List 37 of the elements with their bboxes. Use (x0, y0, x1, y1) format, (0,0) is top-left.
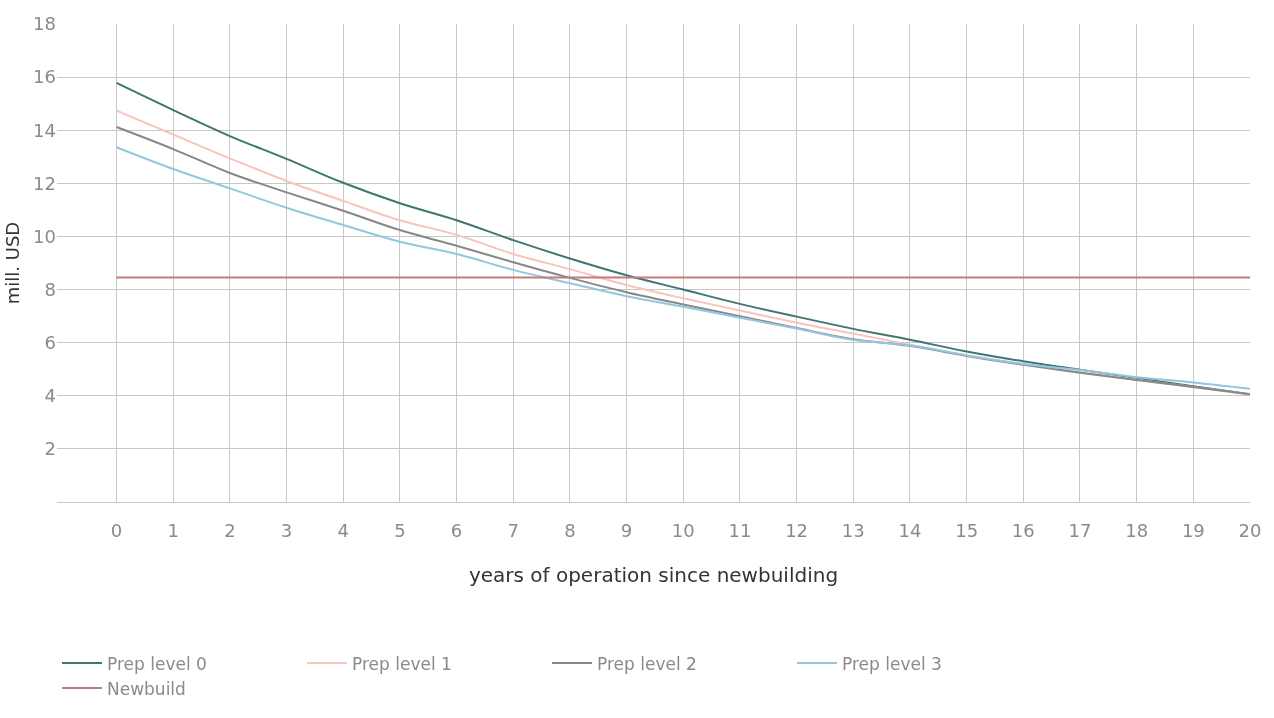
x-tick-label: 7 (507, 519, 519, 541)
x-tick-label: 2 (224, 519, 236, 541)
x-tick-label: 12 (785, 519, 809, 541)
y-tick-label: 6 (44, 331, 56, 353)
x-tick-label: 8 (564, 519, 576, 541)
x-tick-label: 19 (1181, 519, 1205, 541)
x-tick-label: 11 (728, 519, 752, 541)
legend-label: Prep level 1 (352, 653, 452, 674)
y-tick-label: 18 (33, 13, 56, 35)
x-tick-label: 13 (841, 519, 865, 541)
x-tick-label: 14 (898, 519, 922, 541)
x-tick-label: 15 (955, 519, 979, 541)
x-tick-label: 18 (1125, 519, 1149, 541)
y-tick-label: 14 (33, 119, 56, 141)
legend-label: Prep level 2 (597, 653, 697, 674)
y-axis-title: mill. USD (2, 221, 24, 305)
y-tick-label: 12 (33, 172, 56, 194)
x-tick-label: 0 (110, 519, 123, 541)
legend-label: Newbuild (107, 678, 186, 699)
legend-label: Prep level 0 (107, 653, 207, 674)
x-axis-title: years of operation since newbuilding (468, 563, 839, 588)
x-tick-label: 4 (337, 519, 349, 541)
x-tick-label: 16 (1011, 519, 1035, 541)
x-tick-label: 5 (394, 519, 406, 541)
x-tick-label: 10 (671, 519, 695, 541)
y-tick-label: 4 (44, 385, 56, 407)
x-tick-label: 3 (280, 519, 293, 541)
x-tick-label: 6 (450, 519, 463, 541)
y-tick-label: 16 (33, 66, 56, 88)
x-tick-label: 1 (167, 519, 179, 541)
y-tick-label: 10 (33, 225, 56, 247)
x-tick-label: 17 (1068, 519, 1092, 541)
y-tick-label: 8 (44, 278, 56, 300)
x-tick-label: 9 (620, 519, 633, 541)
legend-label: Prep level 3 (842, 653, 942, 674)
y-tick-label: 2 (44, 438, 56, 460)
x-tick-label: 20 (1238, 519, 1262, 541)
